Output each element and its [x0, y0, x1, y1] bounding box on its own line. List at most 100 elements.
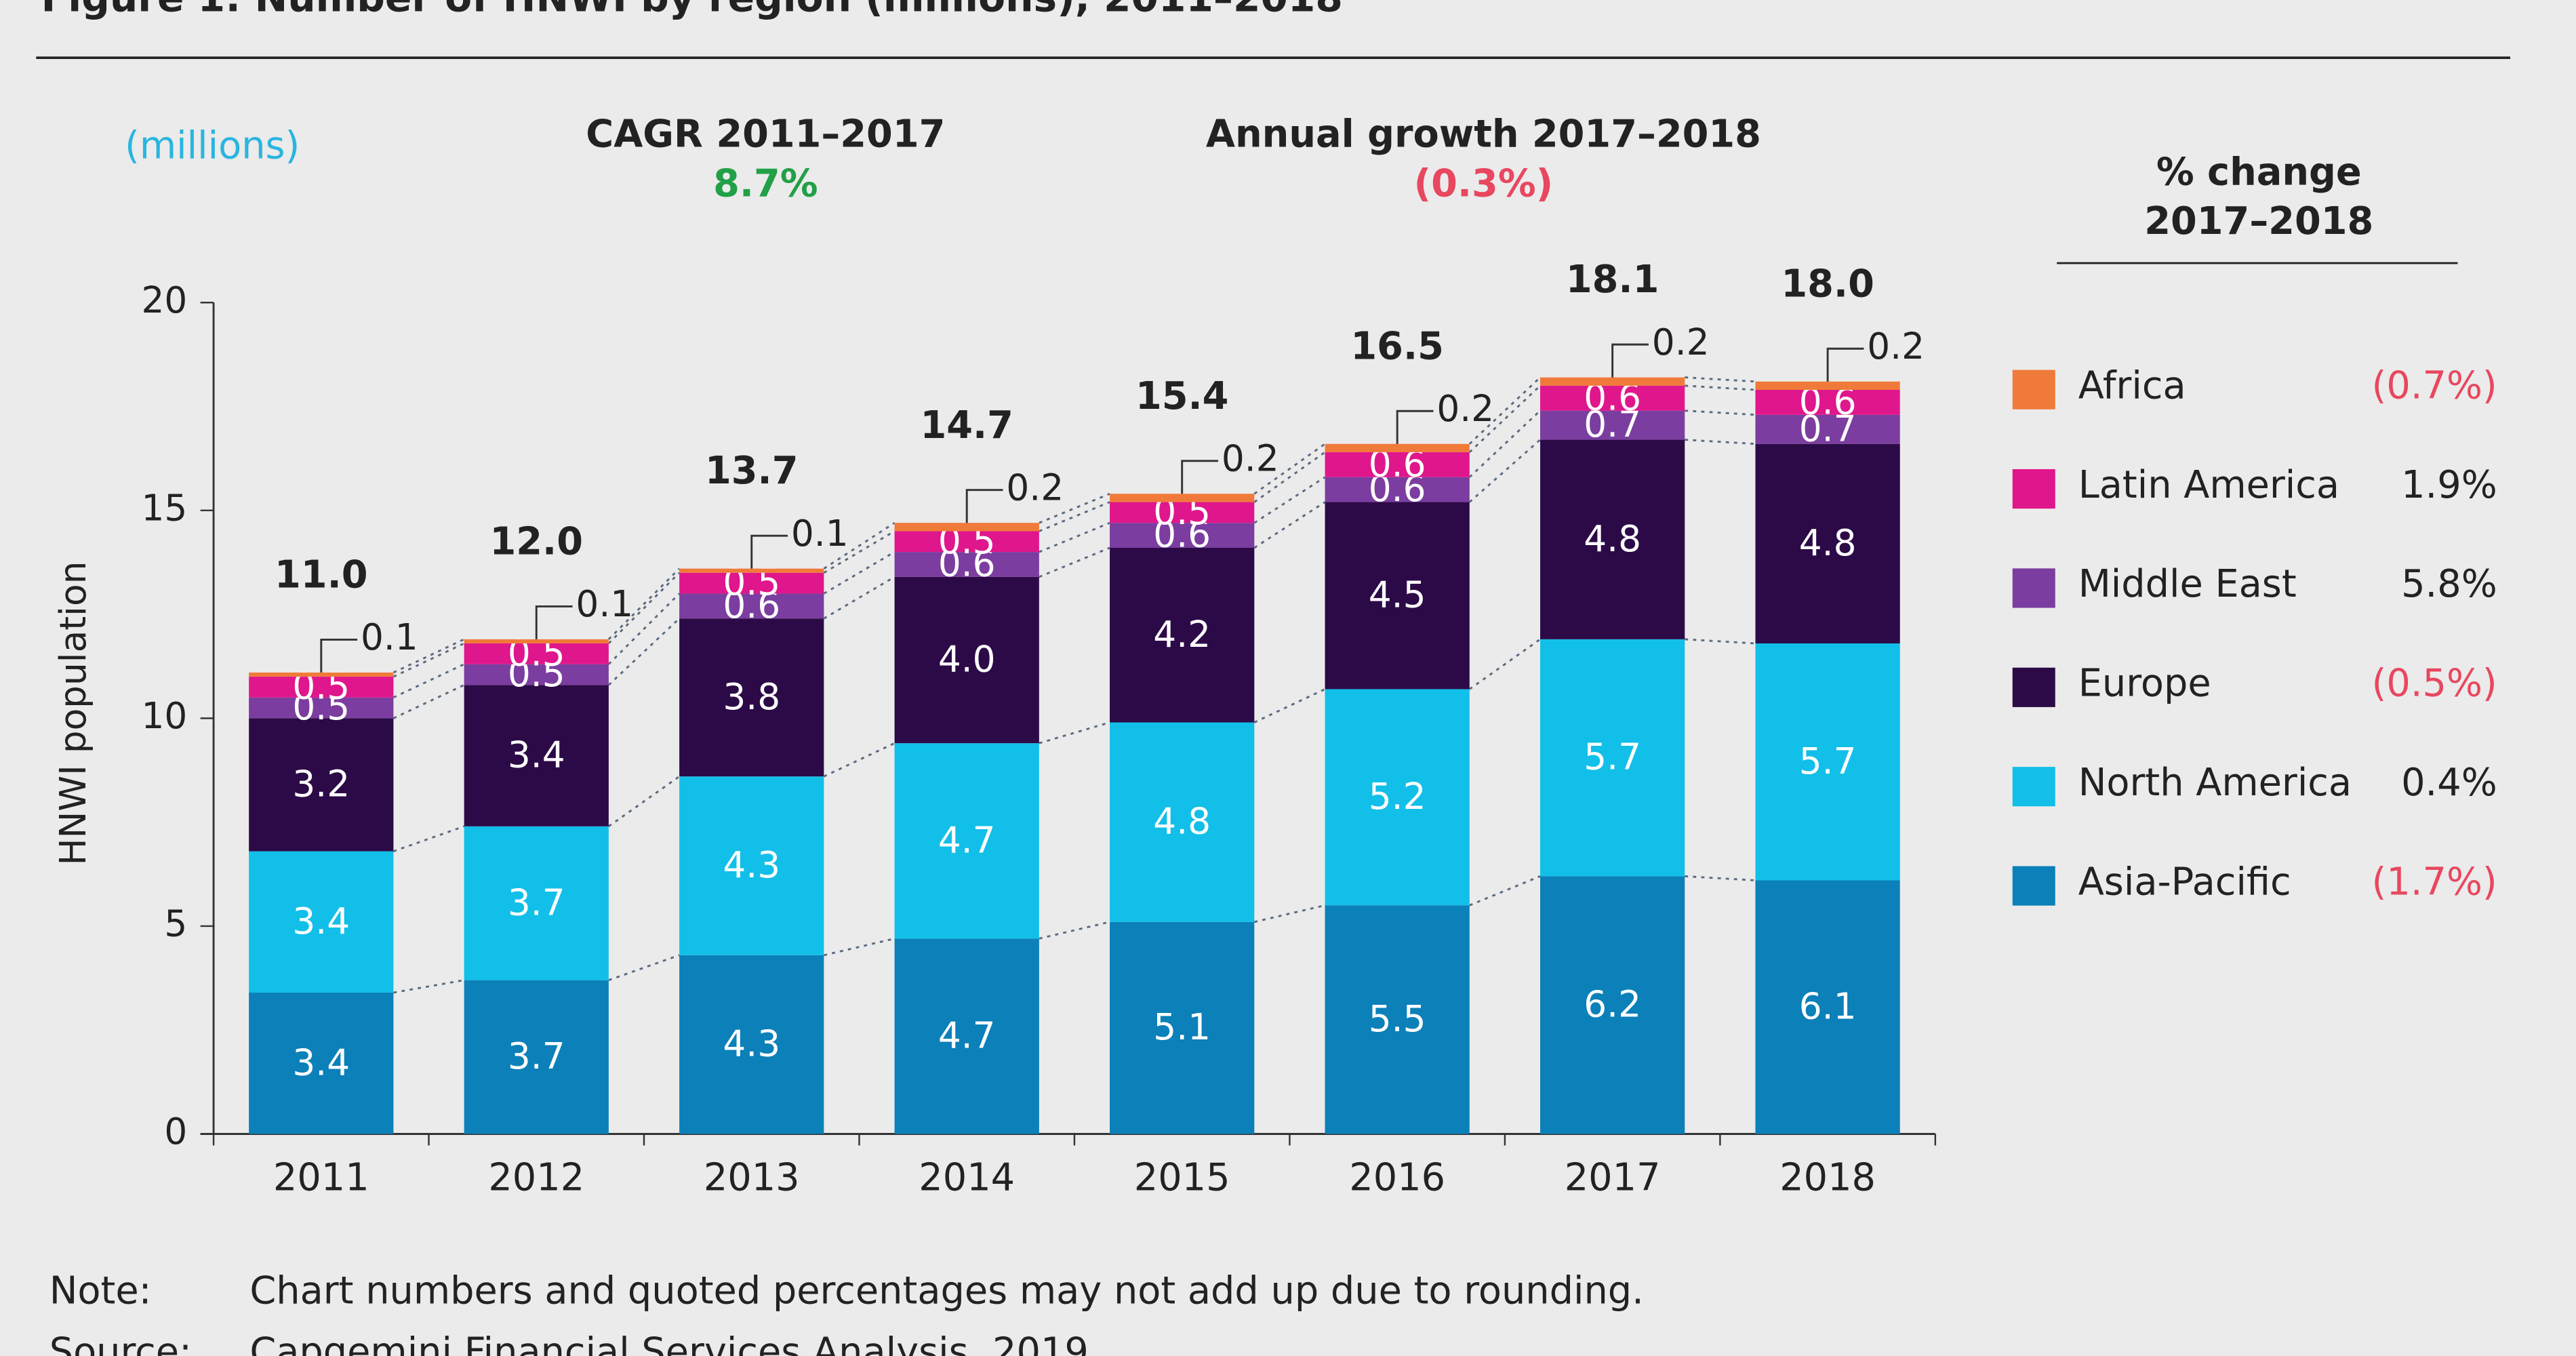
data-label: 0.1	[791, 513, 849, 555]
leader-line	[1181, 460, 1219, 494]
bar-segment	[464, 664, 609, 685]
connector	[1685, 638, 1756, 645]
x-tick-label: 2017	[1565, 1155, 1661, 1199]
data-label: 4.7	[938, 1014, 996, 1056]
bar-segment	[464, 826, 609, 980]
data-label: 3.2	[292, 763, 350, 805]
total-label: 18.0	[1781, 262, 1874, 306]
bar-segment	[894, 531, 1039, 553]
total-label: 18.1	[1566, 258, 1659, 302]
growth-value: (0.3%)	[1414, 161, 1553, 205]
connector	[1685, 376, 1756, 383]
change-header: 2017–2018	[2144, 199, 2373, 243]
bar-segment	[1755, 381, 1900, 390]
bar-segment	[1755, 414, 1900, 444]
data-label: 0.1	[576, 583, 633, 625]
bar-segment	[1755, 389, 1900, 415]
bar-segment	[679, 955, 824, 1134]
unit-label: (millions)	[125, 124, 300, 168]
legend-label: Asia-Pacific	[2078, 860, 2291, 904]
bar-segment	[1325, 443, 1470, 452]
connector	[823, 576, 895, 620]
data-label: 5.7	[1799, 740, 1857, 782]
bar-segment	[894, 743, 1039, 939]
legend-label: Africa	[2078, 363, 2186, 407]
data-label: 0.2	[1867, 325, 1925, 367]
connector	[1685, 410, 1756, 416]
cagr-value: 8.7%	[713, 161, 818, 205]
bar-segment	[1325, 689, 1470, 906]
total-label: 12.0	[490, 519, 583, 563]
bar-segment	[894, 552, 1039, 577]
y-axis-label: HNWI population	[52, 561, 94, 866]
bar-segment	[464, 685, 609, 826]
x-tick-label: 2015	[1134, 1155, 1230, 1199]
x-tick-label: 2016	[1349, 1155, 1445, 1199]
x-tick-label: 2012	[488, 1155, 584, 1199]
data-label: 3.7	[508, 881, 565, 923]
legend-change: 5.8%	[2401, 562, 2497, 606]
growth-label: Annual growth 2017–2018	[1206, 113, 1761, 157]
y-tick-label: 0	[164, 1111, 187, 1153]
x-tick-label: 2014	[919, 1155, 1015, 1199]
bar-segment	[249, 697, 394, 719]
connector	[824, 937, 895, 957]
data-label: 5.5	[1369, 998, 1426, 1040]
chart-title: Figure 1: Number of HNWI by region (mill…	[41, 0, 1343, 20]
total-label: 11.0	[275, 553, 367, 597]
legend-swatch	[2012, 370, 2055, 410]
connector	[607, 593, 681, 665]
connector	[1685, 875, 1756, 881]
legend-swatch	[2012, 866, 2055, 906]
bar-segment	[1540, 876, 1685, 1134]
leader-line	[1611, 343, 1649, 378]
data-label: 4.2	[1153, 614, 1211, 656]
data-label: 0.2	[1222, 437, 1279, 479]
source-label: Source:	[49, 1330, 192, 1356]
bar-segment	[894, 523, 1039, 532]
y-tick-label: 20	[141, 279, 187, 321]
data-label: 5.2	[1369, 776, 1426, 818]
note-label: Note:	[49, 1269, 152, 1313]
bar-segment	[249, 993, 394, 1134]
x-tick-label: 2018	[1779, 1155, 1876, 1199]
connector	[823, 551, 895, 595]
y-tick-label: 5	[164, 903, 187, 945]
data-label: 5.1	[1153, 1006, 1211, 1048]
data-label: 3.8	[723, 676, 780, 718]
legend-swatch	[2012, 767, 2055, 807]
bar-segment	[894, 576, 1039, 744]
bar-segment	[1110, 494, 1255, 502]
data-label: 0.2	[1006, 466, 1064, 509]
bar-segment	[1110, 722, 1255, 922]
bar-segment	[1540, 410, 1685, 440]
legend-change: 0.4%	[2401, 761, 2497, 805]
legend-label: Europe	[2078, 662, 2211, 706]
total-label: 16.5	[1350, 324, 1443, 368]
bar-segment	[464, 643, 609, 664]
legend-change: (1.7%)	[2372, 860, 2497, 904]
source-text: Capgemini Financial Services Analysis, 2…	[249, 1330, 1088, 1356]
bar-segment	[1110, 921, 1255, 1134]
bar-segment	[1540, 385, 1685, 411]
connector	[1253, 476, 1326, 524]
legend-change: 1.9%	[2401, 463, 2497, 507]
connector	[1253, 443, 1326, 495]
bar-segment	[1540, 439, 1685, 639]
cagr-label: CAGR 2011–2017	[586, 113, 945, 157]
leader-line	[750, 534, 788, 569]
connector	[1685, 439, 1756, 445]
connector	[1253, 501, 1326, 549]
data-label: 3.7	[508, 1035, 565, 1077]
data-label: 4.8	[1584, 518, 1641, 560]
data-label: 4.3	[723, 1023, 780, 1065]
connector	[607, 572, 681, 645]
data-label: 6.2	[1584, 984, 1641, 1026]
connector	[1685, 384, 1756, 391]
data-label: 5.7	[1584, 736, 1641, 778]
connector	[1253, 904, 1325, 923]
bar-segment	[679, 618, 824, 777]
